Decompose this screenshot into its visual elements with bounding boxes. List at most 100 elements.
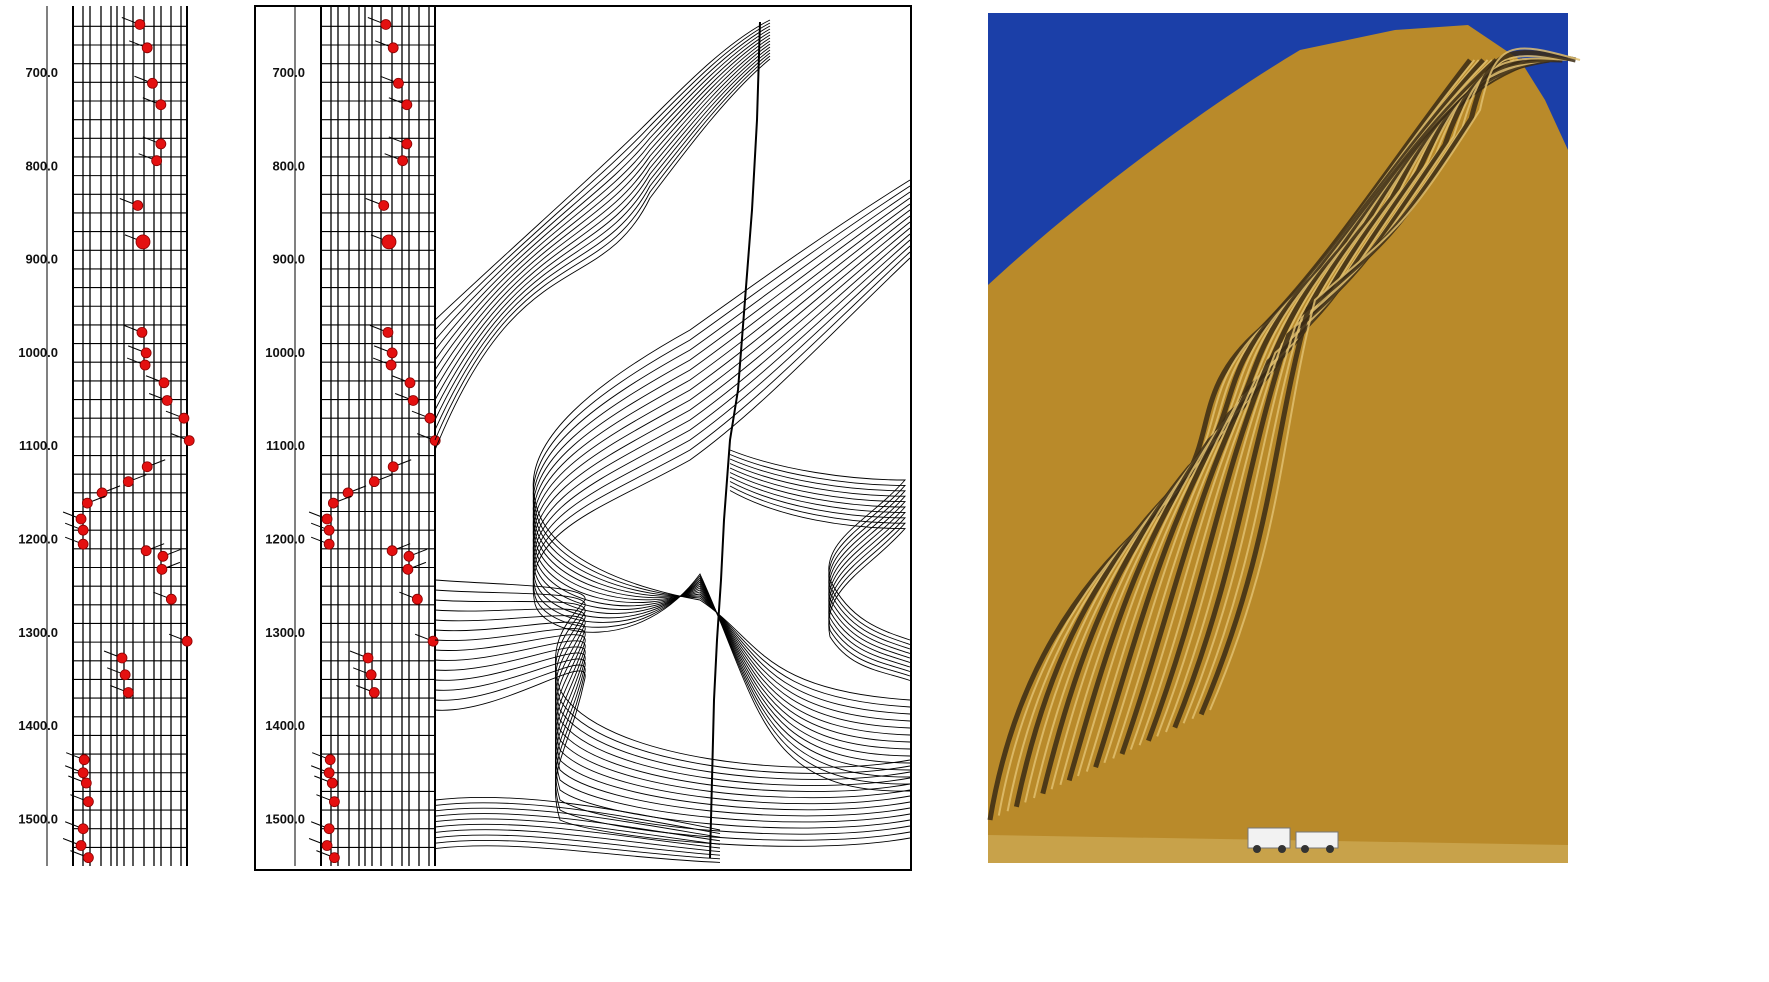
- panel-frame: [254, 5, 912, 871]
- bedding-line: [434, 634, 911, 811]
- dip-tadpole: [373, 345, 398, 359]
- bedding-line: [434, 46, 771, 411]
- dip-tadpole: [64, 522, 89, 536]
- bedding-line: [434, 670, 911, 847]
- bedding-line: [434, 818, 721, 845]
- bedding-line: [434, 31, 771, 361]
- depth-tick-label: 1100.0: [266, 438, 305, 453]
- bedding-line: [434, 615, 911, 793]
- dip-tadpole: [145, 375, 170, 389]
- dip-tadpole: [316, 850, 340, 864]
- dip-tadpole: [411, 410, 436, 424]
- depth-tick-label: 1200.0: [18, 532, 58, 547]
- dip-tadpole: [156, 561, 181, 575]
- depth-tick-label: 900.0: [272, 252, 305, 267]
- dip-tadpole: [110, 685, 134, 698]
- dip-tadpole: [342, 485, 367, 499]
- bedding-line: [729, 449, 911, 641]
- dip-tadpole: [62, 838, 87, 851]
- wellbore-trace: [709, 21, 761, 859]
- dip-tadpole: [387, 459, 412, 473]
- dip-tadpole: [394, 393, 419, 406]
- dip-tadpole: [119, 198, 144, 211]
- bedding-line: [729, 472, 911, 663]
- dip-tadpole: [64, 536, 89, 550]
- dip-tadpole: [368, 474, 393, 488]
- dip-tadpole: [157, 548, 182, 562]
- dip-tadpole: [140, 543, 165, 557]
- bedding-line: [434, 658, 911, 835]
- bedding-line: [729, 476, 911, 668]
- bedding-line: [434, 19, 771, 321]
- bedding-line: [434, 40, 771, 391]
- bedding-line: [434, 823, 721, 849]
- depth-tick-label: 1400.0: [18, 718, 58, 733]
- dip-tadpole: [316, 794, 340, 808]
- bedding-line: [434, 802, 721, 835]
- dip-tadpole: [391, 375, 416, 389]
- bedding-line: [729, 463, 911, 654]
- bedding-line: [729, 481, 911, 672]
- dip-tadpole: [141, 459, 166, 473]
- dip-tadpole: [388, 97, 413, 111]
- dip-tadpole: [123, 324, 148, 338]
- bedding-line: [434, 49, 771, 421]
- bedding-line: [434, 34, 771, 371]
- folded-strata: [987, 47, 1581, 821]
- depth-tick-label: 1500.0: [265, 811, 305, 826]
- bedding-line: [434, 37, 771, 381]
- bedding-line: [434, 840, 721, 860]
- bedding-line: [434, 55, 771, 441]
- depth-tick-label: 1000.0: [265, 345, 305, 360]
- dip-tadpole: [68, 775, 92, 789]
- bedding-line: [532, 245, 911, 778]
- dip-tadpole: [308, 511, 333, 525]
- dip-tadpole: [171, 433, 195, 447]
- dip-tadpole: [369, 324, 394, 338]
- dip-tadpole: [142, 136, 167, 150]
- bedding-line: [434, 25, 771, 341]
- dip-tadpole: [103, 650, 128, 664]
- depth-tick-label: 900.0: [25, 252, 58, 267]
- dip-tadpole: [388, 136, 413, 150]
- dip-tadpole: [142, 97, 167, 111]
- dip-tadpole: [81, 495, 106, 509]
- dip-tadpole: [124, 234, 151, 250]
- bedding-line: [532, 179, 911, 701]
- depth-tick-label: 1300.0: [18, 625, 58, 640]
- depth-tick-label: 1000.0: [18, 345, 58, 360]
- dipmeter-track-left: 700.0 800.0 900.0 1000.0 1100.0 1200.0 1300.0 1…: [18, 6, 195, 866]
- bedding-line: [434, 834, 721, 856]
- dip-tadpole: [402, 561, 427, 575]
- bedding-line: [729, 490, 911, 681]
- dip-tadpole: [153, 591, 177, 605]
- dip-tadpole: [365, 198, 390, 211]
- dip-tadpole: [312, 752, 336, 766]
- dip-tadpole: [62, 511, 87, 525]
- dip-tadpole: [64, 821, 89, 835]
- dip-tadpole: [414, 633, 439, 647]
- bedding-line: [434, 22, 771, 331]
- depth-tick-label: 1100.0: [19, 438, 58, 453]
- dip-tadpole: [370, 234, 397, 250]
- dip-tadpole: [66, 752, 90, 766]
- depth-tick-label: 800.0: [25, 158, 58, 173]
- dip-tadpole: [308, 838, 333, 851]
- dip-tadpole: [127, 345, 152, 359]
- interpreted-bedding: [434, 19, 911, 863]
- dip-tadpole: [380, 75, 404, 89]
- depth-tick-label: 700.0: [25, 65, 58, 80]
- bedding-line: [532, 251, 911, 785]
- dip-tadpole: [70, 794, 94, 808]
- dip-tadpole: [356, 685, 380, 698]
- dip-tadpole: [310, 821, 335, 835]
- bedding-line: [434, 621, 911, 799]
- dip-tadpole: [126, 357, 151, 371]
- dip-tadpole: [310, 536, 335, 550]
- dip-tadpole: [403, 548, 428, 562]
- bedding-line: [434, 664, 911, 841]
- bedding-line: [729, 458, 911, 650]
- dip-tadpole: [372, 357, 397, 371]
- bedding-line: [434, 58, 771, 451]
- bedding-line: [434, 640, 911, 817]
